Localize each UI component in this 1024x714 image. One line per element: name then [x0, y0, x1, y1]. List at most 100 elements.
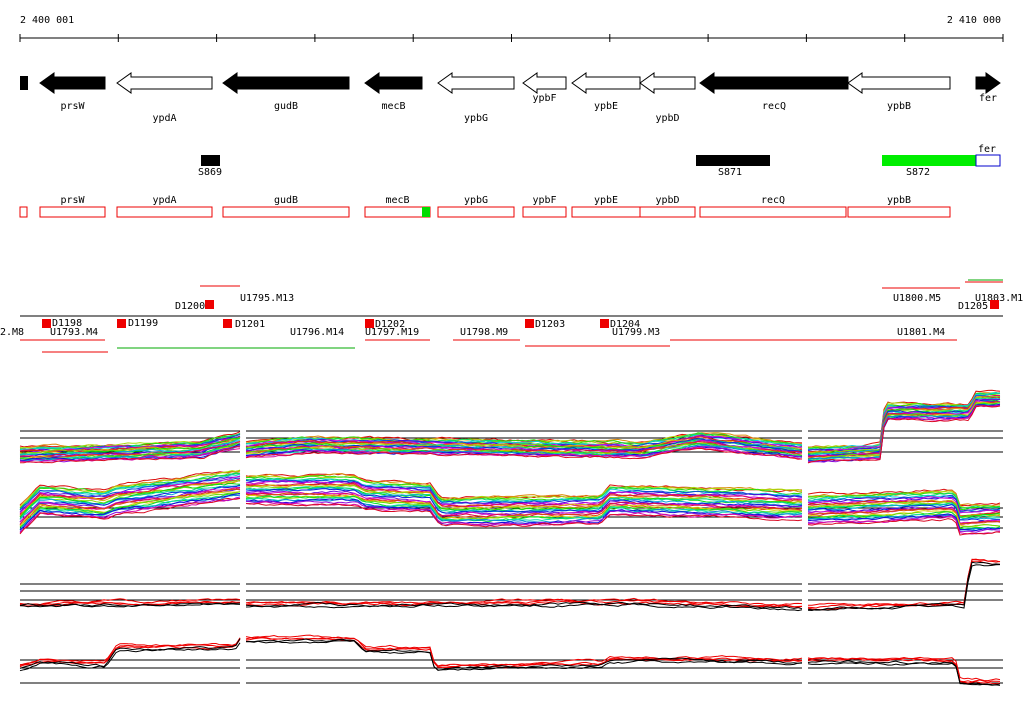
operon-box — [522, 206, 567, 218]
expression-trace — [245, 638, 803, 671]
expression-trace — [245, 502, 803, 528]
unit-label: U1795.M13 — [240, 293, 294, 304]
gene-arrow — [364, 72, 423, 94]
expression-trace — [807, 504, 1000, 522]
expression-trace — [807, 503, 1001, 521]
expression-trace — [245, 480, 803, 508]
expression-trace — [245, 602, 803, 612]
expression-trace — [245, 492, 803, 518]
unit-marker — [600, 319, 609, 328]
operon-label: ypbB — [887, 195, 911, 206]
unit-marker — [525, 319, 534, 328]
gene-label: ypbF — [532, 93, 556, 104]
operon-box — [699, 206, 847, 218]
unit-marker — [42, 319, 51, 328]
expression-trace — [19, 436, 241, 455]
expression-trace — [245, 446, 803, 460]
unit-label: D1201 — [235, 319, 265, 330]
gene-arrow — [847, 72, 951, 94]
expression-trace — [807, 564, 1001, 612]
expression-trace — [19, 446, 241, 464]
expression-trace — [19, 448, 241, 464]
expression-trace — [807, 657, 1001, 685]
unit-label: D1204 — [610, 319, 640, 330]
unit-label: D1202 — [375, 319, 405, 330]
operon-label: ypbF — [532, 195, 556, 206]
unit-label: U1800.M5 — [893, 293, 941, 304]
operon-box — [222, 206, 350, 218]
gene-arrow — [639, 72, 696, 94]
expression-trace — [245, 634, 803, 668]
segment-gene-label: fer — [978, 144, 996, 155]
segment — [201, 155, 220, 166]
unit-marker — [223, 319, 232, 328]
expression-trace — [245, 498, 803, 525]
segment-box — [975, 154, 1001, 167]
expression-trace — [19, 470, 241, 506]
expression-trace — [245, 447, 803, 460]
expression-trace — [807, 513, 1001, 532]
ruler-end: 2 410 000 — [947, 15, 1001, 26]
expression-trace — [19, 431, 241, 448]
expression-trace — [245, 490, 803, 517]
expression-trace — [19, 493, 241, 531]
operon-box — [437, 206, 515, 218]
expression-trace — [19, 598, 241, 606]
operon-box — [39, 206, 106, 218]
gene-label: ypdA — [152, 113, 176, 124]
unit-marker — [365, 319, 374, 328]
operon-label: ypbE — [594, 195, 618, 206]
operon-label: prsW — [60, 195, 85, 206]
unit-marker — [990, 300, 999, 309]
unit-label: 2.M8 — [0, 327, 24, 338]
segment-label: S871 — [718, 167, 742, 178]
expression-trace — [19, 642, 241, 672]
gene-label: ypbG — [464, 113, 488, 124]
gene-label: fer — [979, 93, 997, 104]
expression-trace — [245, 473, 803, 500]
gene-label: prsW — [60, 101, 85, 112]
expression-trace — [245, 601, 803, 610]
gene-arrow — [975, 72, 1001, 94]
segment — [882, 155, 976, 166]
expression-trace — [19, 484, 241, 523]
operon-label: recQ — [761, 195, 785, 206]
expression-trace — [19, 472, 241, 510]
expression-trace — [245, 636, 803, 667]
unit-marker — [117, 319, 126, 328]
expression-trace — [19, 602, 241, 608]
unit-label: U1793.M4 — [50, 327, 98, 338]
expression-trace — [807, 392, 1001, 450]
gene-label: ypbB — [887, 101, 911, 112]
expression-trace — [807, 657, 1001, 683]
expression-trace — [807, 501, 1001, 519]
expression-trace — [19, 601, 241, 607]
gene-arrow — [39, 72, 106, 94]
gene-label: mecB — [381, 101, 405, 112]
operon-box — [19, 206, 28, 218]
expression-trace — [807, 405, 1001, 464]
gene-label: recQ — [762, 101, 786, 112]
unit-label: U1803.M11 — [975, 293, 1024, 304]
unit-label: D1203 — [535, 319, 565, 330]
gene-arrow — [522, 72, 567, 94]
expression-trace — [245, 439, 803, 455]
gene-arrow — [222, 72, 350, 94]
gene-arrow — [116, 72, 213, 94]
expression-trace — [245, 484, 803, 511]
operon-label: gudB — [274, 195, 298, 206]
ruler-start: 2 400 001 — [20, 15, 74, 26]
gene-arrow — [571, 72, 641, 94]
expression-trace — [807, 394, 1001, 454]
unit-label: U1798.M9 — [460, 327, 508, 338]
expression-trace — [807, 514, 1000, 533]
gene-label: gudB — [274, 101, 298, 112]
operon-label: ypbG — [464, 195, 488, 206]
operon-box — [364, 206, 431, 218]
unit-marker — [205, 300, 214, 309]
expression-trace — [807, 392, 1000, 450]
expression-trace — [19, 493, 241, 528]
unit-label: U1797.M19 — [365, 327, 419, 338]
operon-box — [639, 206, 696, 218]
